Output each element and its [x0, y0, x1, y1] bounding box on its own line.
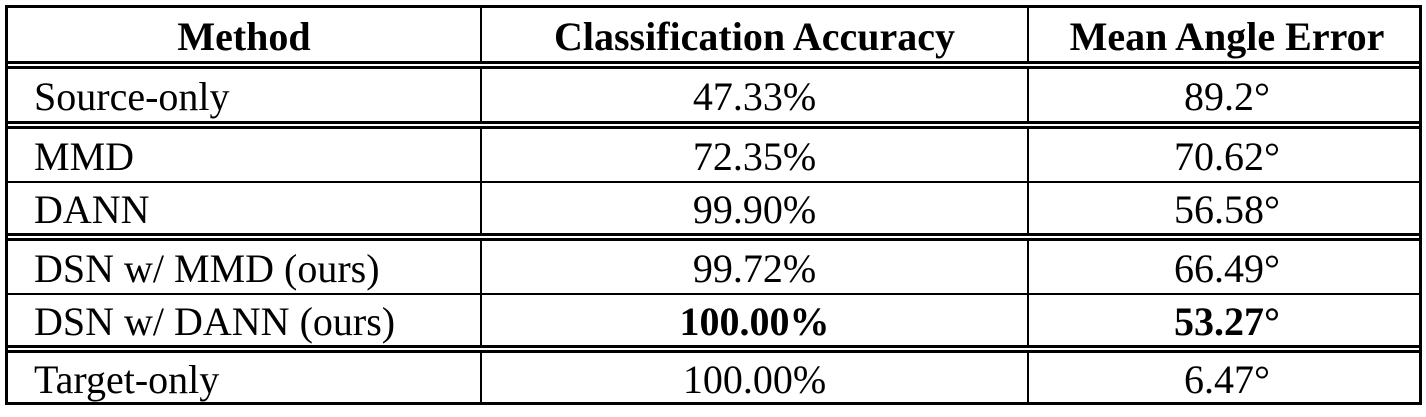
table-row: DSN w/ MMD (ours) 99.72% 66.49°	[5, 241, 1422, 293]
cell-accuracy: 99.90%	[480, 183, 1027, 233]
cell-angle: 89.2°	[1027, 69, 1425, 121]
cell-accuracy: 47.33%	[480, 69, 1027, 121]
table-row: DANN 99.90% 56.58°	[5, 181, 1422, 233]
cell-method: MMD	[34, 134, 135, 179]
table-row: DSN w/ DANN (ours) 100.00% 53.27°	[5, 293, 1422, 345]
group-rule	[5, 121, 1422, 129]
results-table: Method Classification Accuracy Mean Angl…	[5, 5, 1422, 405]
header-rule	[5, 61, 1422, 69]
cell-method: Source-only	[34, 74, 230, 119]
cell-accuracy: 100.00%	[480, 353, 1027, 402]
cell-angle: 56.58°	[1027, 183, 1425, 233]
cell-angle-best: 53.27°	[1027, 295, 1425, 345]
table-row: Target-only 100.00% 6.47°	[5, 353, 1422, 405]
cell-method: DANN	[34, 187, 150, 232]
cell-method: Target-only	[34, 356, 220, 402]
table-row: Source-only 47.33% 89.2°	[5, 69, 1422, 121]
header-mean-angle-error: Mean Angle Error	[1027, 8, 1425, 61]
cell-angle: 6.47°	[1027, 353, 1425, 402]
table-header-row: Method Classification Accuracy Mean Angl…	[5, 5, 1422, 61]
group-rule	[5, 345, 1422, 353]
group-rule	[5, 233, 1422, 241]
cell-method: DSN w/ MMD (ours)	[34, 246, 380, 291]
cell-method: DSN w/ DANN (ours)	[34, 299, 396, 344]
cell-angle: 70.62°	[1027, 129, 1425, 181]
cell-accuracy: 99.72%	[480, 241, 1027, 293]
header-method: Method	[177, 13, 311, 59]
header-classification-accuracy: Classification Accuracy	[480, 8, 1027, 61]
table-row: MMD 72.35% 70.62°	[5, 129, 1422, 181]
cell-accuracy: 72.35%	[480, 129, 1027, 181]
cell-angle: 66.49°	[1027, 241, 1425, 293]
cell-accuracy-best: 100.00%	[480, 295, 1027, 345]
